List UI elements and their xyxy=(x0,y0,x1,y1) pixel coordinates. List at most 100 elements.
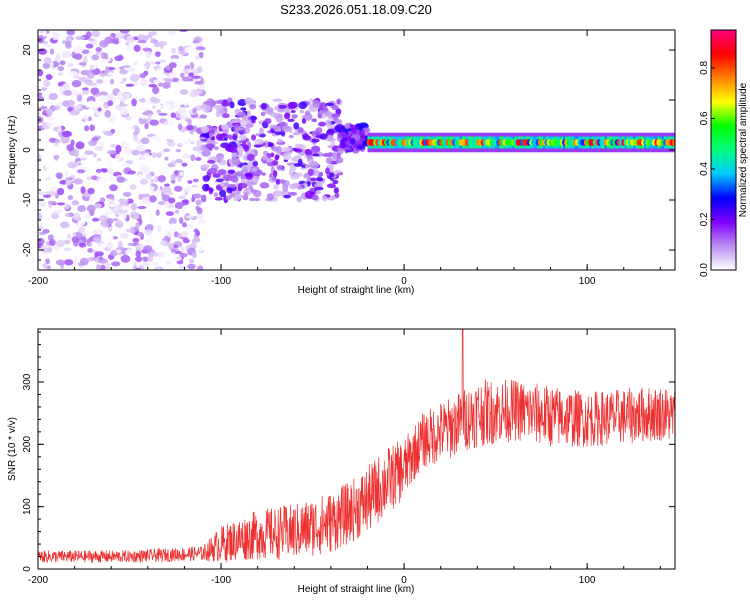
spectrogram-cell xyxy=(177,123,183,131)
spectrogram-cell xyxy=(152,86,160,95)
spectrogram-cell xyxy=(174,209,180,214)
spectrogram-cell xyxy=(91,54,100,61)
spectrogram-cell xyxy=(179,171,185,177)
spectrogram-cell xyxy=(127,126,133,131)
spectrogram-cell xyxy=(103,126,111,133)
spectrogram-cell xyxy=(214,197,223,201)
spectrogram-cell xyxy=(208,167,218,175)
spectrogram-cell xyxy=(111,261,121,267)
spectrogram-cell xyxy=(78,242,87,248)
spectrogram-cell xyxy=(272,98,283,102)
spectrogram-cell xyxy=(316,177,324,182)
spectrogram-cell xyxy=(133,44,141,52)
spectrogram-cell xyxy=(38,212,43,221)
colorbar: 0.0 0.2 0.4 0.6 0.8 Normalized spectral ampl… xyxy=(699,29,749,277)
spectrogram-cell xyxy=(159,59,167,63)
spectrogram-cell xyxy=(105,217,115,224)
spectrogram-cell xyxy=(134,256,143,263)
spectrogram-cell xyxy=(57,125,62,132)
spectrogram-cell xyxy=(50,48,55,55)
spectrogram-cell xyxy=(54,221,61,228)
spectrogram-cell xyxy=(296,196,302,203)
spectrogram-cell xyxy=(95,226,102,235)
spectrogram-cell xyxy=(129,222,136,228)
spectrogram-cell xyxy=(315,127,323,135)
spectrogram-cell xyxy=(104,130,112,136)
spectrogram-cell xyxy=(156,138,162,143)
spectrogram-cell xyxy=(172,37,177,43)
spectrogram-cell xyxy=(104,199,114,203)
spectrogram-cell xyxy=(259,182,270,189)
spectrogram-cell xyxy=(99,40,109,48)
spectrogram-cell xyxy=(240,179,246,183)
spectrogram-cell xyxy=(77,226,86,234)
spectrogram-cell xyxy=(135,174,145,181)
spectrogram-cell xyxy=(304,110,311,116)
spectrogram-cell xyxy=(321,195,328,202)
spectrogram-cell xyxy=(162,148,171,153)
spectrogram-cell xyxy=(152,98,161,104)
spectrogram-cell xyxy=(47,116,55,121)
spectrogram-cell xyxy=(200,133,211,138)
colorbar-tick-label: 0.6 xyxy=(699,111,710,125)
spectrogram-cell xyxy=(296,144,306,150)
spectrogram-cell xyxy=(199,222,206,229)
spectrogram-cell xyxy=(100,60,108,68)
spectrogram-cell xyxy=(159,125,168,129)
spectrogram-cell xyxy=(123,93,131,98)
spectrogram-cell xyxy=(68,225,75,231)
spectrogram-cell xyxy=(147,113,152,118)
spectrogram-cell xyxy=(266,193,274,201)
spectrogram-cell xyxy=(243,192,249,199)
spectrogram-cell xyxy=(151,152,157,158)
spectrogram-cell xyxy=(298,101,308,110)
spectrogram-cell xyxy=(318,171,323,176)
spectrogram-cell xyxy=(55,172,63,179)
spectrogram-cell xyxy=(276,164,283,171)
spectrogram-cell xyxy=(312,99,321,108)
spectrogram-cell xyxy=(133,61,138,66)
spectrogram-cell xyxy=(328,172,335,178)
spectrogram-cell xyxy=(200,164,211,169)
spectrogram-cell xyxy=(137,205,147,210)
spectrogram-cell xyxy=(144,228,153,235)
spectrogram-cell xyxy=(179,217,184,224)
spectrogram-cell xyxy=(65,179,72,186)
spectrogram-cell xyxy=(170,222,176,230)
spectrogram-cell xyxy=(266,157,274,163)
spectrogram-cell xyxy=(137,40,147,44)
spectrogram-cell xyxy=(165,260,172,265)
spectrogram-cell xyxy=(145,223,154,230)
spectrogram-cell xyxy=(91,246,99,251)
spectrogram-cell xyxy=(42,217,51,221)
spectrogram-cell xyxy=(86,72,95,79)
spectrogram-cell xyxy=(182,238,190,244)
spectrogram-cell xyxy=(91,136,100,142)
spectrogram-cell xyxy=(235,127,245,131)
spectrogram-cell xyxy=(245,173,253,180)
spectrogram-cell xyxy=(137,34,146,42)
spectrogram-cell xyxy=(144,123,149,130)
spectrogram-cell xyxy=(177,50,186,56)
spectrogram-cell xyxy=(125,35,135,44)
spectrogram-cell xyxy=(119,66,125,70)
colorbar-label: Normalized spectral amplitude xyxy=(738,82,749,217)
spectrogram-cell xyxy=(116,176,126,183)
spectrogram-cell xyxy=(192,146,202,152)
spectrogram-cell xyxy=(76,94,83,102)
spectrogram-x-ticks: -200 -100 0 100 xyxy=(28,30,661,287)
spectrogram-cell xyxy=(325,119,332,127)
spectrogram-cell xyxy=(152,105,157,109)
spectrogram-cell xyxy=(115,144,122,153)
spectrogram-cell xyxy=(86,204,96,213)
spectrogram-cell xyxy=(179,114,188,120)
spectrogram-cell xyxy=(671,139,675,146)
spectrogram-cell xyxy=(231,152,238,159)
spectrogram-cell xyxy=(139,178,149,185)
spectrogram-cell xyxy=(57,202,66,206)
spectrogram-cell xyxy=(275,179,281,185)
spectrogram-cell xyxy=(73,53,83,60)
spectrogram-cell xyxy=(283,112,291,120)
spectrogram-cell xyxy=(344,122,351,130)
